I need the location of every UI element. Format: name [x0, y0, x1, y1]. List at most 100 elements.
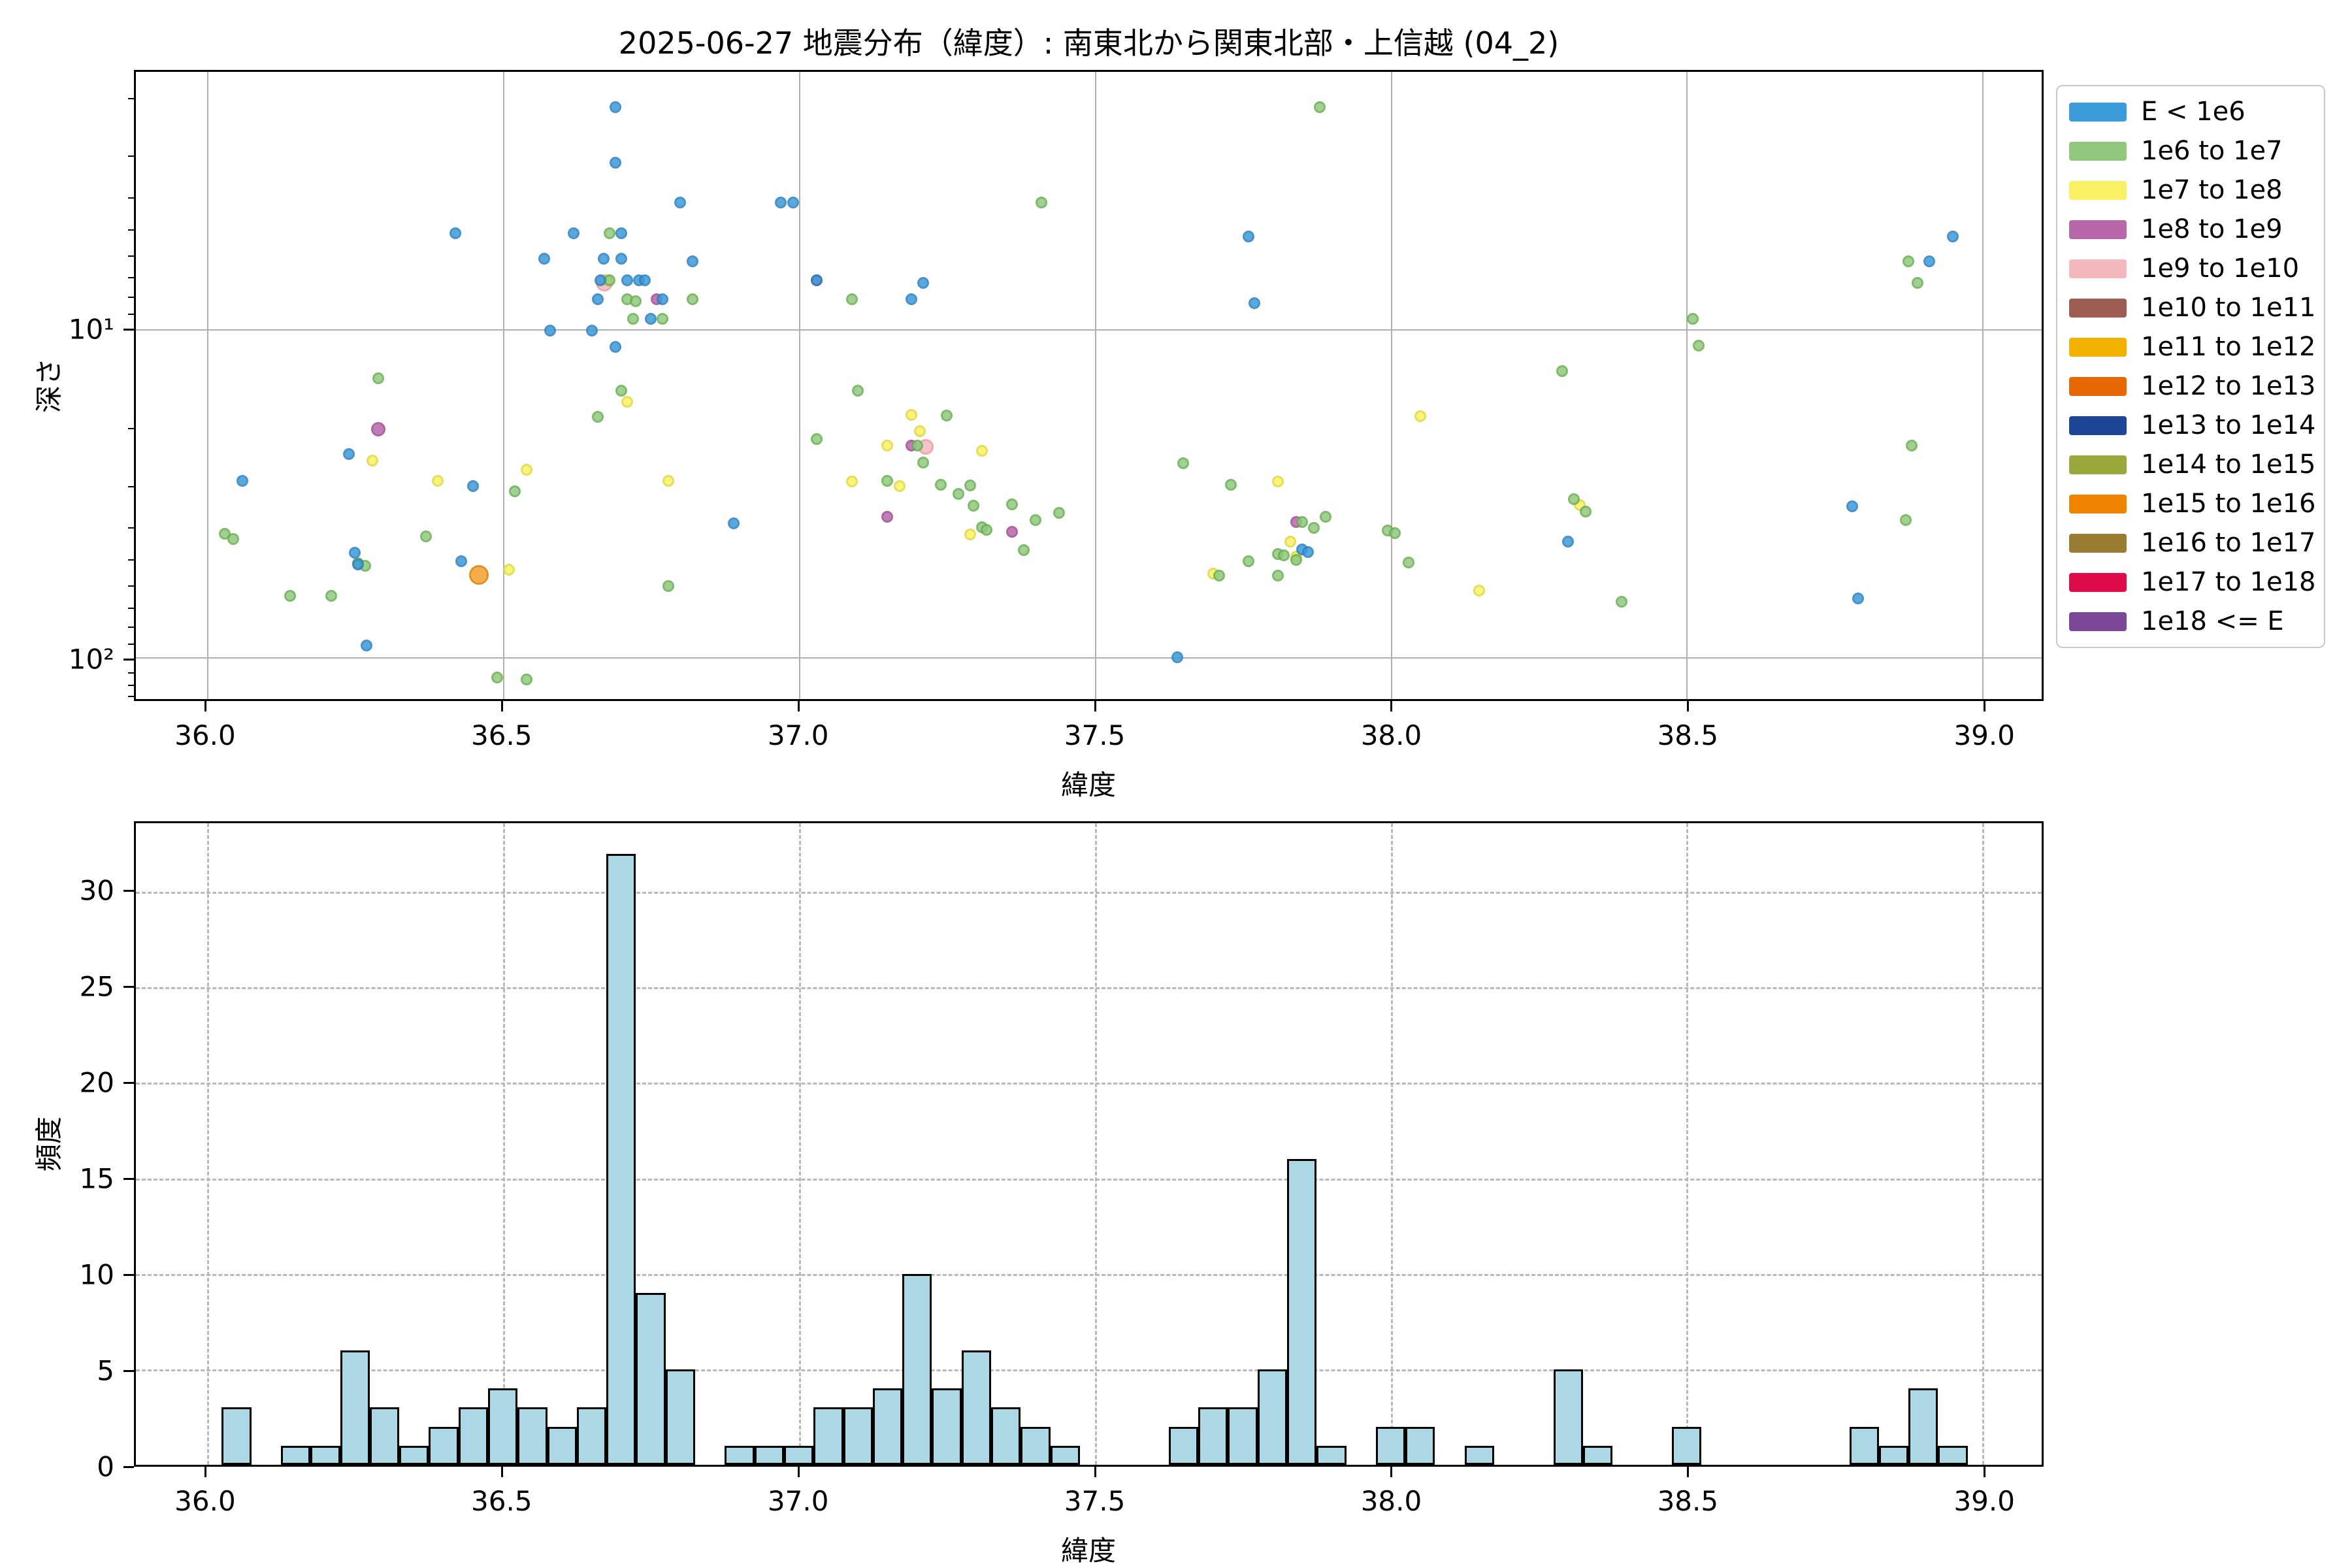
- scatter-point: [627, 313, 639, 325]
- scatter-point: [1213, 569, 1225, 581]
- scatter-point: [1017, 544, 1030, 556]
- histogram-bar: [961, 1350, 991, 1465]
- scatter-point: [1686, 313, 1699, 325]
- scatter-point: [941, 409, 953, 421]
- histogram-x-tick-label: 39.0: [1953, 1485, 2015, 1517]
- scatter-point: [953, 488, 965, 500]
- scatter-x-tick-label: 36.5: [471, 719, 532, 751]
- legend-item: 1e17 to 1e18: [2069, 567, 2316, 597]
- legend-label: 1e9 to 1e10: [2141, 253, 2300, 284]
- histogram-bar: [576, 1407, 607, 1465]
- scatter-point: [911, 439, 923, 451]
- legend-label: 1e13 to 1e14: [2141, 410, 2316, 440]
- scatter-point: [325, 590, 337, 602]
- histogram-bar: [1021, 1426, 1051, 1465]
- histogram-bar: [1375, 1426, 1406, 1465]
- scatter-gridline-x: [798, 72, 800, 699]
- histogram-x-axis-label: 緯度: [1060, 1535, 1117, 1567]
- chart-title: 2025-06-27 地震分布（緯度）: 南東北から関東北部・上信越 (04_2…: [618, 25, 1560, 61]
- legend-swatch: [2069, 572, 2127, 592]
- scatter-point: [419, 531, 432, 543]
- scatter-y-minor-tick: [128, 197, 134, 199]
- scatter-x-tick-label: 38.0: [1360, 719, 1422, 751]
- histogram-gridline-x: [1390, 823, 1393, 1465]
- histogram-bar: [843, 1407, 873, 1465]
- scatter-point: [615, 227, 627, 240]
- legend-label: 1e12 to 1e13: [2141, 371, 2316, 401]
- scatter-point: [852, 385, 864, 397]
- scatter-gridline-x: [1094, 72, 1096, 699]
- scatter-x-tick-label: 39.0: [1953, 719, 2015, 751]
- scatter-point: [351, 558, 364, 570]
- scatter-point: [810, 433, 823, 446]
- histogram-y-tick-label: 30: [79, 874, 114, 907]
- scatter-plot-area: [134, 70, 2044, 701]
- histogram-bar: [932, 1388, 962, 1465]
- scatter-y-tick-label: 10¹: [68, 313, 114, 346]
- legend-swatch: [2069, 376, 2127, 396]
- scatter-point: [349, 547, 361, 559]
- legend-item: 1e14 to 1e15: [2069, 449, 2316, 480]
- scatter-point: [662, 475, 675, 487]
- scatter-point: [846, 476, 858, 488]
- scatter-x-tick-label: 38.5: [1657, 719, 1719, 751]
- histogram-x-tick-label: 38.0: [1360, 1485, 1422, 1517]
- legend-label: 1e14 to 1e15: [2141, 449, 2316, 480]
- scatter-point: [917, 457, 929, 469]
- histogram-gridline-x: [1094, 823, 1097, 1465]
- legend-swatch: [2069, 220, 2127, 239]
- scatter-point: [520, 674, 532, 686]
- scatter-point: [976, 445, 988, 457]
- scatter-y-minor-tick: [128, 684, 134, 686]
- histogram-bar: [1908, 1388, 1938, 1465]
- histogram-y-axis-label: 頻度: [33, 1116, 65, 1172]
- scatter-x-tick: [1984, 701, 1986, 711]
- histogram-bar: [665, 1369, 696, 1465]
- histogram-gridline-y: [136, 1273, 2042, 1276]
- scatter-point: [1296, 516, 1308, 529]
- histogram-bar: [636, 1292, 666, 1465]
- histogram-gridline-y: [136, 1083, 2042, 1085]
- histogram-y-tick: [123, 1369, 134, 1372]
- scatter-point: [595, 274, 607, 287]
- scatter-y-minor-tick: [128, 97, 134, 99]
- scatter-point: [1177, 457, 1190, 470]
- legend-label: 1e18 <= E: [2141, 606, 2284, 636]
- scatter-point: [662, 580, 675, 593]
- legend-swatch: [2069, 455, 2127, 474]
- histogram-y-tick: [123, 985, 134, 988]
- scatter-point: [935, 479, 947, 491]
- histogram-y-tick: [123, 1081, 134, 1084]
- histogram-bar: [1405, 1426, 1435, 1465]
- scatter-point: [881, 475, 894, 487]
- histogram-bar: [517, 1407, 547, 1465]
- scatter-point: [964, 479, 977, 491]
- legend-label: 1e8 to 1e9: [2141, 214, 2283, 244]
- scatter-point: [508, 485, 521, 498]
- histogram-bar: [902, 1273, 932, 1465]
- histogram-bar: [547, 1426, 577, 1465]
- scatter-y-minor-tick: [128, 626, 134, 628]
- histogram-gridline-y: [136, 987, 2042, 990]
- scatter-y-minor-tick: [128, 296, 134, 298]
- scatter-point: [544, 325, 557, 337]
- scatter-x-tick-label: 37.5: [1064, 719, 1126, 751]
- scatter-point: [686, 255, 698, 267]
- scatter-point: [1852, 592, 1865, 604]
- scatter-x-tick: [500, 701, 503, 711]
- scatter-point: [609, 101, 621, 113]
- scatter-point: [591, 411, 604, 423]
- scatter-point: [1923, 255, 1935, 267]
- scatter-point: [1473, 585, 1486, 597]
- scatter-point: [893, 480, 906, 492]
- histogram-y-tick: [123, 889, 134, 892]
- scatter-point: [787, 196, 799, 208]
- histogram-bar: [813, 1407, 843, 1465]
- histogram-bar: [221, 1407, 252, 1465]
- histogram-bar: [310, 1445, 340, 1465]
- scatter-gridline-x: [502, 72, 504, 699]
- scatter-y-minor-tick: [128, 155, 134, 157]
- scatter-point: [657, 313, 669, 325]
- legend-item: 1e15 to 1e16: [2069, 489, 2316, 519]
